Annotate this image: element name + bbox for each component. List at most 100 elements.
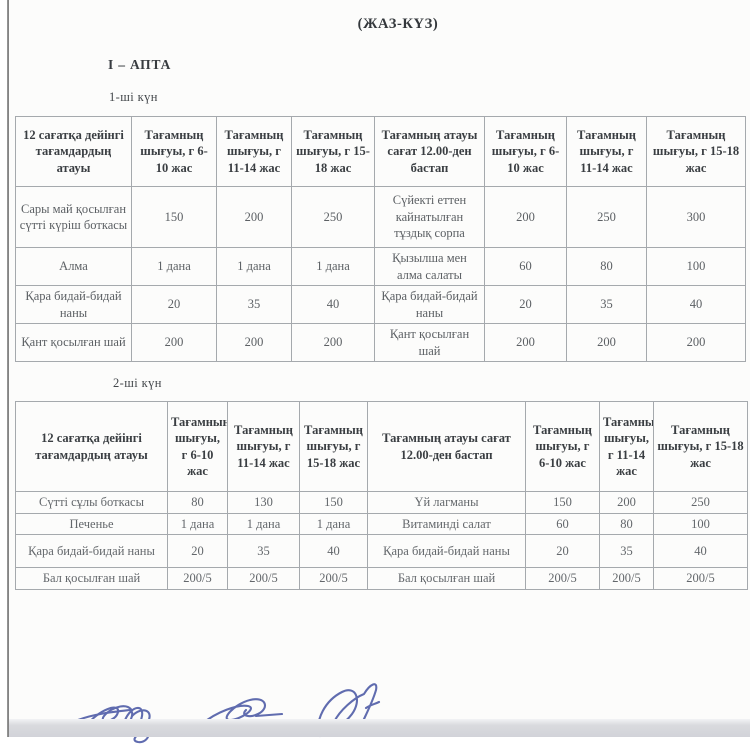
dish-name-cell: Қара бидай-бидай наны xyxy=(368,535,526,568)
portion-value-cell: 150 xyxy=(300,492,368,514)
handwritten-signatures xyxy=(64,668,404,752)
portion-value-cell: 200/5 xyxy=(600,568,654,590)
portion-value-cell: 100 xyxy=(647,248,746,286)
portion-value-cell: 130 xyxy=(228,492,300,514)
column-header-cell: Тағамның шығуы, г 11-14 жас xyxy=(600,402,654,492)
column-header-cell: Тағамның шығуы, г 15-18 жас xyxy=(292,117,375,187)
portion-value-cell: 200/5 xyxy=(228,568,300,590)
portion-value-cell: 200 xyxy=(292,324,375,362)
dish-name-cell: Қара бидай-бидай наны xyxy=(16,535,168,568)
portion-value-cell: 100 xyxy=(654,513,748,535)
dish-name-cell: Бал қосылған шай xyxy=(16,568,168,590)
week-heading: I – АПТА xyxy=(108,57,750,73)
menu-row: Сары май қосылған сүтті күріш боткасы 15… xyxy=(16,187,746,248)
portion-value-cell: 300 xyxy=(647,187,746,248)
portion-value-cell: 1 дана xyxy=(228,513,300,535)
day2-menu-table: 12 сағатқа дейінгі тағамдардың атауы Тағ… xyxy=(15,401,748,590)
document-title: (ЖАЗ-КҮЗ) xyxy=(12,16,750,33)
portion-value-cell: 200 xyxy=(485,187,567,248)
dish-name-cell: Қант қосылған шай xyxy=(375,324,485,362)
portion-value-cell: 20 xyxy=(485,286,567,324)
dish-name-cell: Сүтті сұлы боткасы xyxy=(16,492,168,514)
portion-value-cell: 150 xyxy=(526,492,600,514)
portion-value-cell: 1 дана xyxy=(132,248,217,286)
portion-value-cell: 1 дана xyxy=(300,513,368,535)
portion-value-cell: 200/5 xyxy=(526,568,600,590)
page-edge-shadow xyxy=(7,0,9,737)
column-header-cell: 12 сағатқа дейінгі тағамдардың атауы xyxy=(16,402,168,492)
column-header-cell: Тағамның шығуы, г 11-14 жас xyxy=(567,117,647,187)
menu-row: Қара бидай-бидай наны 20 35 40 Қара бида… xyxy=(16,535,748,568)
portion-value-cell: 200/5 xyxy=(300,568,368,590)
portion-value-cell: 250 xyxy=(654,492,748,514)
signatures-block xyxy=(64,668,404,752)
column-header-cell: Тағамның шығуы, г 6-10 жас xyxy=(132,117,217,187)
portion-value-cell: 200/5 xyxy=(654,568,748,590)
portion-value-cell: 20 xyxy=(168,535,228,568)
column-header-cell: Тағамның шығуы, г 15-18 жас xyxy=(300,402,368,492)
portion-value-cell: 250 xyxy=(292,187,375,248)
portion-value-cell: 80 xyxy=(168,492,228,514)
portion-value-cell: 20 xyxy=(526,535,600,568)
portion-value-cell: 60 xyxy=(485,248,567,286)
column-header-cell: Тағамның атауы сағат 12.00-ден бастап xyxy=(368,402,526,492)
day1-heading: 1-ші күн xyxy=(109,90,750,105)
column-header-cell: Тағамның шығуы, г 15-18 жас xyxy=(647,117,746,187)
portion-value-cell: 35 xyxy=(567,286,647,324)
column-header-cell: Тағамның шығуы, г 11-14 жас xyxy=(217,117,292,187)
portion-value-cell: 60 xyxy=(526,513,600,535)
menu-row: Қант қосылған шай 200 200 200 Қант қосыл… xyxy=(16,324,746,362)
portion-value-cell: 200 xyxy=(647,324,746,362)
portion-value-cell: 200 xyxy=(485,324,567,362)
menu-row: Алма 1 дана 1 дана 1 дана Қызылша мен ал… xyxy=(16,248,746,286)
header-row: 12 сағатқа дейінгі тағамдардың атауы Тағ… xyxy=(16,117,746,187)
day2-heading: 2-ші күн xyxy=(113,376,750,391)
column-header-cell: Тағамның шығуы, г 6-10 жас xyxy=(168,402,228,492)
portion-value-cell: 35 xyxy=(600,535,654,568)
portion-value-cell: 80 xyxy=(567,248,647,286)
portion-value-cell: 40 xyxy=(292,286,375,324)
portion-value-cell: 1 дана xyxy=(217,248,292,286)
portion-value-cell: 1 дана xyxy=(168,513,228,535)
portion-value-cell: 35 xyxy=(217,286,292,324)
dish-name-cell: Үй лагманы xyxy=(368,492,526,514)
scan-bottom-band xyxy=(9,719,750,737)
portion-value-cell: 40 xyxy=(647,286,746,324)
dish-name-cell: Витаминді салат xyxy=(368,513,526,535)
dish-name-cell: Қара бидай-бидай наны xyxy=(375,286,485,324)
menu-row: Сүтті сұлы боткасы 80 130 150 Үй лагманы… xyxy=(16,492,748,514)
portion-value-cell: 20 xyxy=(132,286,217,324)
document-content: (ЖАЗ-КҮЗ) I – АПТА 1-ші күн 12 сағатқа д… xyxy=(9,16,750,752)
portion-value-cell: 35 xyxy=(228,535,300,568)
menu-row: Печенье 1 дана 1 дана 1 дана Витаминді с… xyxy=(16,513,748,535)
dish-name-cell: Алма xyxy=(16,248,132,286)
menu-row: Қара бидай-бидай наны 20 35 40 Қара бида… xyxy=(16,286,746,324)
day1-menu-table: 12 сағатқа дейінгі тағамдардың атауы Тағ… xyxy=(15,116,746,362)
portion-value-cell: 200 xyxy=(132,324,217,362)
column-header-cell: Тағамның атауы сағат 12.00-ден бастап xyxy=(375,117,485,187)
menu-row: Бал қосылған шай 200/5 200/5 200/5 Бал қ… xyxy=(16,568,748,590)
dish-name-cell: Сүйекті еттен кайнатылған тұздық сорпа xyxy=(375,187,485,248)
dish-name-cell: Қант қосылған шай xyxy=(16,324,132,362)
portion-value-cell: 1 дана xyxy=(292,248,375,286)
column-header-cell: Тағамның шығуы, г 15-18 жас xyxy=(654,402,748,492)
dish-name-cell: Сары май қосылған сүтті күріш боткасы xyxy=(16,187,132,248)
portion-value-cell: 200/5 xyxy=(168,568,228,590)
column-header-cell: Тағамның шығуы, г 6-10 жас xyxy=(485,117,567,187)
header-row: 12 сағатқа дейінгі тағамдардың атауы Тағ… xyxy=(16,402,748,492)
column-header-cell: 12 сағатқа дейінгі тағамдардың атауы xyxy=(16,117,132,187)
scanned-document-page: (ЖАЗ-КҮЗ) I – АПТА 1-ші күн 12 сағатқа д… xyxy=(9,0,750,737)
dish-name-cell: Печенье xyxy=(16,513,168,535)
dish-name-cell: Қызылша мен алма салаты xyxy=(375,248,485,286)
column-header-cell: Тағамның шығуы, г 11-14 жас xyxy=(228,402,300,492)
dish-name-cell: Қара бидай-бидай наны xyxy=(16,286,132,324)
portion-value-cell: 150 xyxy=(132,187,217,248)
portion-value-cell: 40 xyxy=(654,535,748,568)
column-header-cell: Тағамның шығуы, г 6-10 жас xyxy=(526,402,600,492)
dish-name-cell: Бал қосылған шай xyxy=(368,568,526,590)
portion-value-cell: 40 xyxy=(300,535,368,568)
portion-value-cell: 200 xyxy=(217,187,292,248)
portion-value-cell: 80 xyxy=(600,513,654,535)
portion-value-cell: 200 xyxy=(567,324,647,362)
portion-value-cell: 200 xyxy=(217,324,292,362)
